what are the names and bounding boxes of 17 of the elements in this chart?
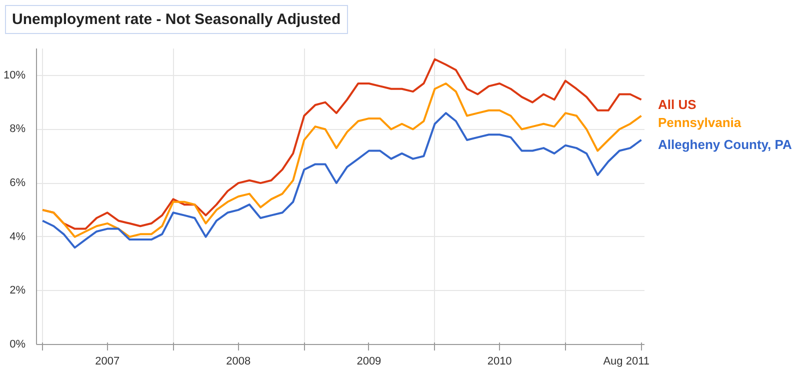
series-label: All US xyxy=(658,96,696,114)
x-tick-label: 2007 xyxy=(95,356,120,367)
chart-title: Unemployment rate - Not Seasonally Adjusted xyxy=(5,5,348,34)
x-tick-label: 2009 xyxy=(356,356,382,367)
line-series xyxy=(42,112,642,249)
line-series xyxy=(42,82,642,238)
x-tick-label: 2008 xyxy=(226,356,251,367)
x-tick-label: Aug 2011 xyxy=(603,356,650,367)
y-tick-label: 2% xyxy=(10,284,26,297)
y-tick-label: 4% xyxy=(10,230,26,243)
series-label: Pennsylvania xyxy=(658,114,742,132)
y-tick-label: 6% xyxy=(10,177,26,190)
x-tick-label: 2010 xyxy=(487,356,512,367)
y-tick-label: 8% xyxy=(10,123,26,136)
y-tick-label: 10% xyxy=(3,69,26,82)
series-label: Allegheny County, PA xyxy=(658,136,792,154)
y-tick-label: 0% xyxy=(10,338,26,350)
